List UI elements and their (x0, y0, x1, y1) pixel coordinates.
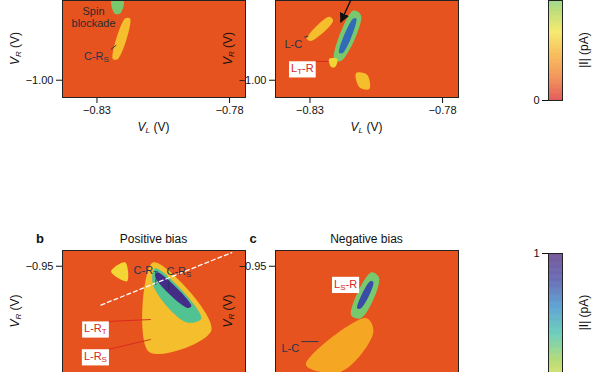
svg-text:L-RS: L-RS (84, 350, 107, 364)
svg-text:C-RT: C-RT (134, 264, 159, 278)
svg-text:c: c (249, 231, 256, 246)
svg-text:1: 1 (533, 247, 539, 259)
svg-text:Negative bias: Negative bias (330, 232, 403, 246)
svg-text:b: b (36, 231, 44, 246)
svg-text:−0.83: −0.83 (296, 104, 324, 116)
svg-text:L-C: L-C (282, 342, 300, 354)
svg-text:VR (V): VR (V) (8, 294, 23, 327)
svg-text:L-C: L-C (284, 38, 302, 50)
svg-text:Spin: Spin (83, 5, 105, 17)
svg-text:VL (V): VL (V) (351, 120, 383, 135)
svg-text:−0.78: −0.78 (429, 104, 457, 116)
svg-text:VL (V): VL (V) (138, 120, 170, 135)
svg-text:−0.78: −0.78 (216, 104, 244, 116)
svg-text:−0.95: −0.95 (239, 260, 267, 272)
svg-text:Positive bias: Positive bias (120, 232, 187, 246)
svg-text:−1.00: −1.00 (239, 74, 267, 86)
svg-text:C-RS: C-RS (167, 265, 192, 279)
svg-text:VR (V): VR (V) (221, 32, 236, 65)
svg-text:L-RT: L-RT (84, 322, 107, 336)
svg-text:blockade: blockade (72, 17, 116, 29)
svg-text:LT-R: LT-R (291, 62, 314, 76)
svg-text:|I| (pA): |I| (pA) (577, 295, 591, 331)
svg-text:VR (V): VR (V) (221, 294, 236, 327)
svg-text:−0.95: −0.95 (26, 260, 54, 272)
svg-text:−1.00: −1.00 (26, 74, 54, 86)
svg-text:|I| (pA): |I| (pA) (577, 32, 591, 68)
svg-text:VR (V): VR (V) (8, 32, 23, 65)
svg-text:C-RS: C-RS (84, 50, 109, 64)
svg-text:−0.83: −0.83 (83, 104, 111, 116)
svg-text:0: 0 (533, 94, 539, 106)
svg-text:LS-R: LS-R (334, 278, 357, 292)
